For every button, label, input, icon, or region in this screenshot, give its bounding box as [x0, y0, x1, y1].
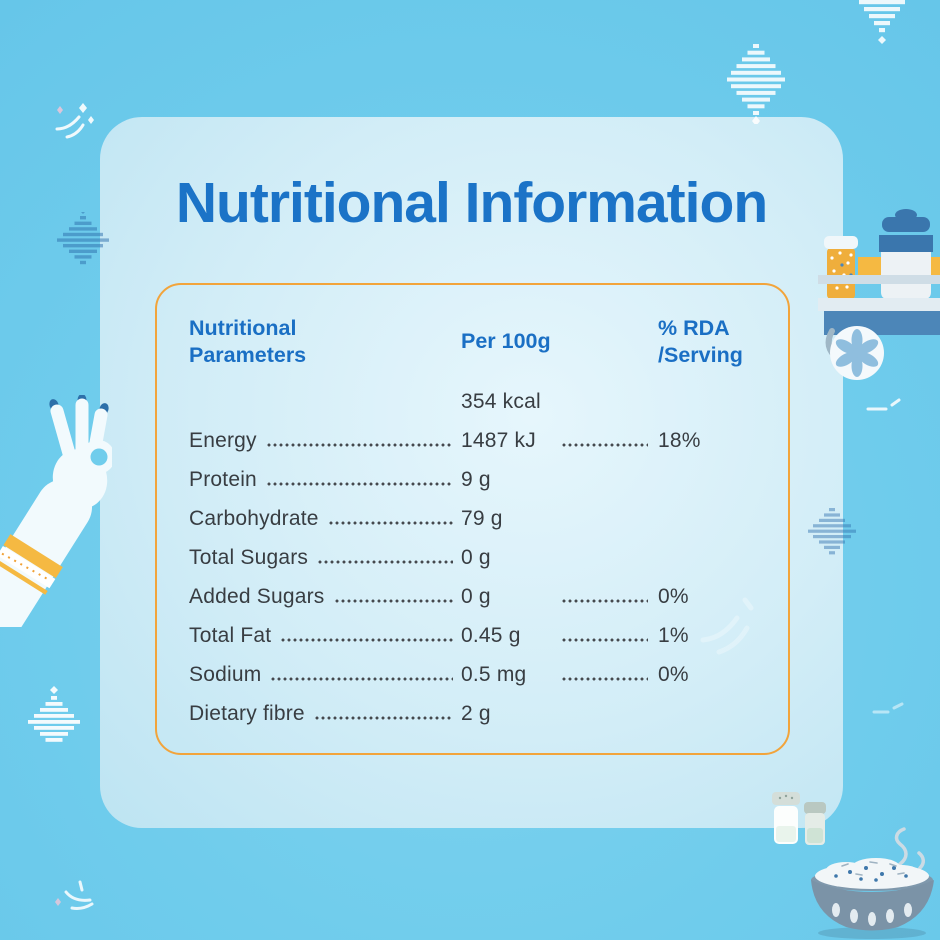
row-value: 2 g	[461, 702, 491, 726]
leader-dots	[333, 598, 453, 605]
leader-dots	[561, 442, 648, 449]
row-label: Total Fat	[189, 624, 272, 648]
row-value: 0 g	[461, 585, 491, 609]
header-per-100g: Per 100g	[461, 329, 551, 354]
table-row-protein: Protein 9 g	[189, 461, 758, 500]
table-header-row: Nutritional Parameters Per 100g % RDA /S…	[189, 315, 758, 369]
row-rda: 1%	[658, 624, 689, 648]
row-rda: 0%	[658, 663, 689, 687]
kcal-value: 354 kcal	[461, 390, 541, 414]
table-row-sodium: Sodium 0.5 mg 0%	[189, 656, 758, 695]
header-rda: % RDA /Serving	[658, 316, 743, 367]
row-value: 1487 kJ	[461, 429, 536, 453]
leader-dots	[270, 676, 453, 683]
header-parameters: Nutritional Parameters	[189, 316, 307, 367]
leader-dots	[561, 598, 648, 605]
leader-dots	[313, 715, 453, 722]
row-label: Total Sugars	[189, 546, 309, 570]
leader-dots	[561, 676, 648, 683]
row-value: 0.5 mg	[461, 663, 527, 687]
row-value: 0 g	[461, 546, 491, 570]
pantry-shelf-jars-icon	[818, 203, 940, 393]
nutrition-table: Nutritional Parameters Per 100g % RDA /S…	[155, 283, 790, 755]
row-label: Dietary fibre	[189, 702, 305, 726]
table-row-total-fat: Total Fat 0.45 g 1%	[189, 617, 758, 656]
info-card	[100, 117, 843, 828]
row-value: 9 g	[461, 468, 491, 492]
sparkle-icon	[872, 700, 908, 720]
ok-hand-icon	[0, 395, 112, 627]
row-label: Carbohydrate	[189, 507, 319, 531]
leader-dots	[317, 559, 453, 566]
row-label: Protein	[189, 468, 257, 492]
row-label: Sodium	[189, 663, 262, 687]
table-row-carbohydrate: Carbohydrate 79 g	[189, 500, 758, 539]
leader-dots	[561, 637, 648, 644]
table-row-kcal: 354 kcal	[189, 383, 758, 422]
table-row-added-sugars: Added Sugars 0 g 0%	[189, 578, 758, 617]
striped-diamond-icon	[858, 0, 906, 44]
leader-dots	[265, 481, 453, 488]
sparkle-icon	[695, 580, 765, 660]
rice-bowl-icon	[806, 824, 940, 940]
row-value: 79 g	[461, 507, 503, 531]
leader-dots	[265, 442, 453, 449]
steam-icon	[894, 827, 925, 870]
striped-diamond-icon	[806, 508, 858, 558]
salt-pepper-shakers-icon	[770, 786, 830, 870]
table-row-total-sugars: Total Sugars 0 g	[189, 539, 758, 578]
table-row-dietary-fibre: Dietary fibre 2 g	[189, 695, 758, 734]
page-title: Nutritional Information	[175, 171, 768, 235]
table-row-energy: Energy 1487 kJ 18%	[189, 422, 758, 461]
striped-diamond-icon	[26, 686, 82, 744]
row-value: 0.45 g	[461, 624, 521, 648]
row-rda: 18%	[658, 429, 701, 453]
leader-dots	[327, 520, 453, 527]
row-label: Energy	[189, 429, 257, 453]
sparkle-icon	[866, 396, 906, 420]
striped-diamond-icon	[54, 212, 112, 266]
sparkle-icon	[52, 96, 96, 142]
flower-plate-icon	[825, 326, 884, 380]
row-label: Added Sugars	[189, 585, 325, 609]
row-rda: 0%	[658, 585, 689, 609]
leader-dots	[280, 637, 453, 644]
striped-diamond-icon	[726, 44, 786, 124]
sparkle-icon	[52, 874, 104, 920]
